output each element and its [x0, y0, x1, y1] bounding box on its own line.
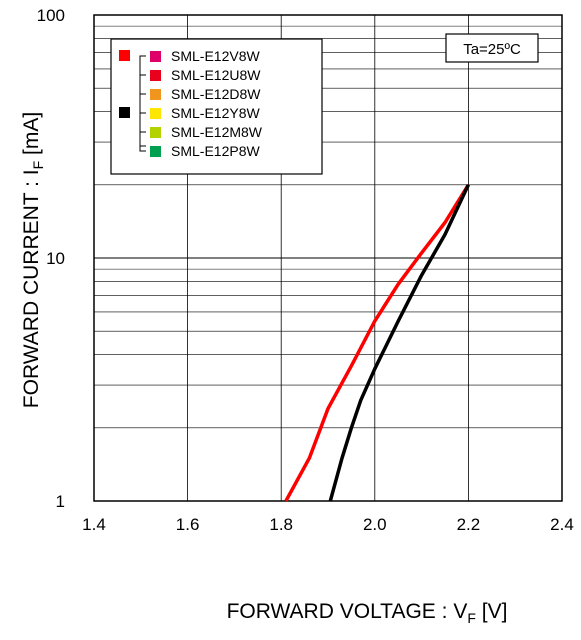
x-tick-label: 2.4 — [550, 515, 574, 534]
temperature-note-text: Ta=25ºC — [463, 41, 521, 58]
legend-label: SML-E12P8W — [171, 143, 260, 159]
y-tick-label: 100 — [37, 6, 65, 25]
legend-group-marker — [119, 107, 130, 118]
legend-swatch — [150, 127, 161, 138]
legend-swatch — [150, 51, 161, 62]
series-line-2 — [328, 184, 470, 502]
tick-labels: 1.4 1.6 1.8 2.0 2.2 2.4 1 10 100 — [37, 6, 574, 534]
series-line-1 — [284, 183, 470, 502]
plot-area-frame — [93, 14, 563, 502]
legend-swatch — [150, 146, 161, 157]
legend-label: SML-E12Y8W — [171, 105, 260, 121]
x-tick-label: 1.8 — [269, 515, 293, 534]
legend: SML-E12V8W SML-E12U8W SML-E12D8W SML-E12Y8W… — [110, 38, 323, 175]
x-tick-label: 1.6 — [176, 515, 200, 534]
legend-swatch — [150, 70, 161, 81]
legend-group-marker — [119, 50, 130, 61]
y-tick-label: 1 — [56, 492, 65, 511]
temperature-note-box — [445, 33, 539, 63]
x-tick-label: 2.0 — [363, 515, 387, 534]
legend-label: SML-E12M8W — [171, 124, 263, 140]
series-lines — [284, 183, 470, 502]
y-axis-title: FORWARD CURRENT : IF [mA] — [20, 112, 46, 408]
legend-label: SML-E12D8W — [171, 86, 261, 102]
legend-label: SML-E12V8W — [171, 48, 260, 64]
legend-items: SML-E12V8W SML-E12U8W SML-E12D8W SML-E12Y8W… — [119, 48, 263, 159]
legend-swatch — [150, 108, 161, 119]
legend-label: SML-E12U8W — [171, 67, 261, 83]
x-tick-label: 1.4 — [82, 515, 106, 534]
y-tick-label: 10 — [46, 249, 65, 268]
legend-swatch — [150, 89, 161, 100]
temperature-note: Ta=25ºC — [445, 33, 539, 63]
x-axis-title: FORWARD VOLTAGE : VF [V] — [227, 600, 508, 626]
x-tick-label: 2.2 — [457, 515, 481, 534]
legend-box — [110, 38, 323, 175]
